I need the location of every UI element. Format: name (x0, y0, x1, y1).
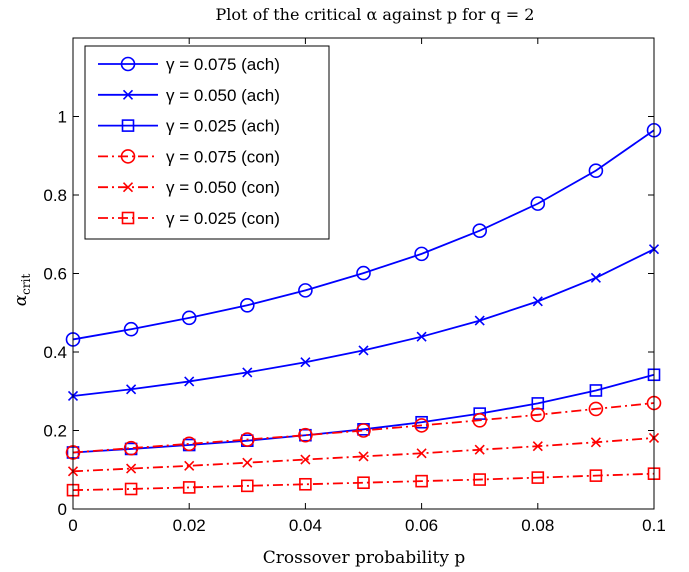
x-tick-label: 0.04 (289, 516, 322, 535)
y-axis-label-main: α (11, 294, 31, 306)
y-axis-label: αcrit (11, 274, 33, 307)
legend-label: γ = 0.050 (ach) (166, 86, 280, 105)
chart-title: Plot of the critical α against p for q =… (216, 5, 535, 24)
data-point (300, 454, 311, 465)
series-2 (67, 244, 660, 402)
data-point (298, 283, 313, 298)
legend-label: γ = 0.025 (con) (166, 209, 280, 228)
data-point (356, 265, 371, 281)
y-tick-label: 0.2 (43, 422, 67, 441)
series-line (72, 129, 655, 341)
data-point (240, 432, 255, 447)
legend-marker (122, 89, 134, 100)
data-point (126, 463, 137, 474)
data-point (474, 444, 485, 455)
y-tick-label: 0.6 (43, 265, 67, 284)
data-point (241, 479, 254, 493)
y-axis-label-sub: crit (19, 274, 33, 295)
legend-label: γ = 0.050 (con) (166, 178, 280, 197)
data-point (590, 437, 601, 448)
data-point (126, 384, 137, 395)
data-point (474, 315, 485, 326)
legend-label: γ = 0.075 (con) (166, 147, 280, 166)
data-point (358, 451, 369, 462)
legend-marker (120, 149, 136, 164)
series-5 (67, 432, 660, 477)
y-tick-label: 0.4 (43, 343, 67, 362)
data-point (242, 457, 253, 468)
data-point (240, 297, 255, 313)
data-point (300, 357, 311, 368)
data-point (181, 436, 197, 452)
x-tick-label: 0 (68, 516, 77, 535)
y-tick-label: 0 (58, 500, 67, 519)
x-axis-label: Crossover probability p (263, 548, 466, 568)
data-point (358, 345, 369, 356)
legend-box (84, 45, 330, 240)
data-point (416, 331, 427, 342)
x-tick-label: 0.06 (405, 516, 438, 535)
data-point (473, 407, 487, 420)
legend-item: γ = 0.075 (con) (98, 147, 280, 166)
legend-marker (121, 211, 135, 225)
data-point (299, 477, 312, 491)
data-point (181, 310, 197, 326)
legend-item: γ = 0.025 (con) (98, 209, 280, 228)
data-point (356, 423, 371, 438)
legend-label: γ = 0.025 (ach) (166, 117, 280, 136)
legend-marker (120, 56, 136, 72)
data-point (184, 460, 195, 471)
legend-marker (121, 119, 135, 132)
data-point (414, 418, 429, 433)
series-line (72, 402, 655, 454)
legend-marker (122, 182, 134, 193)
y-tick-label: 1 (58, 108, 67, 127)
data-point (357, 476, 370, 490)
x-tick-label: 0.02 (173, 516, 206, 535)
data-point (473, 473, 487, 486)
x-tick-label: 0.08 (521, 516, 554, 535)
data-point (590, 272, 601, 283)
legend-item: γ = 0.075 (ach) (98, 55, 280, 74)
data-point (532, 441, 543, 452)
series-line (72, 472, 655, 492)
data-point (415, 474, 428, 488)
series-line (72, 373, 655, 454)
legend-item: γ = 0.050 (ach) (98, 86, 280, 105)
data-point (589, 469, 603, 482)
data-point (298, 427, 313, 443)
y-tick-label: 0.8 (43, 186, 67, 205)
axes-layer: 0 0.02 0.04 0.06 0.08 0.1 0 0.2 0.4 0.6 0.8 1 (43, 37, 666, 535)
data-point (123, 440, 139, 456)
legend-label: γ = 0.075 (ach) (166, 55, 280, 74)
data-point (124, 482, 138, 496)
data-point (588, 401, 604, 417)
legend: γ = 0.075 (ach) γ = 0.050 (ach) γ = 0.025 … (84, 45, 330, 240)
legend-item: γ = 0.025 (ach) (98, 117, 280, 136)
data-point (242, 367, 253, 378)
data-point (414, 246, 429, 262)
series-line (72, 437, 655, 473)
x-tick-label: 0.1 (642, 516, 666, 535)
data-point (472, 223, 488, 239)
data-point (184, 376, 195, 387)
data-point (182, 481, 196, 494)
data-point (472, 412, 488, 428)
series-layer (65, 122, 662, 497)
data-point (123, 321, 139, 337)
data-point (532, 296, 543, 307)
data-point (531, 471, 545, 484)
data-point (530, 407, 546, 423)
data-point (589, 384, 603, 397)
series-4 (65, 395, 662, 460)
data-point (588, 163, 604, 178)
data-point (416, 448, 427, 459)
legend-item: γ = 0.050 (con) (98, 178, 280, 197)
data-point (530, 196, 546, 211)
